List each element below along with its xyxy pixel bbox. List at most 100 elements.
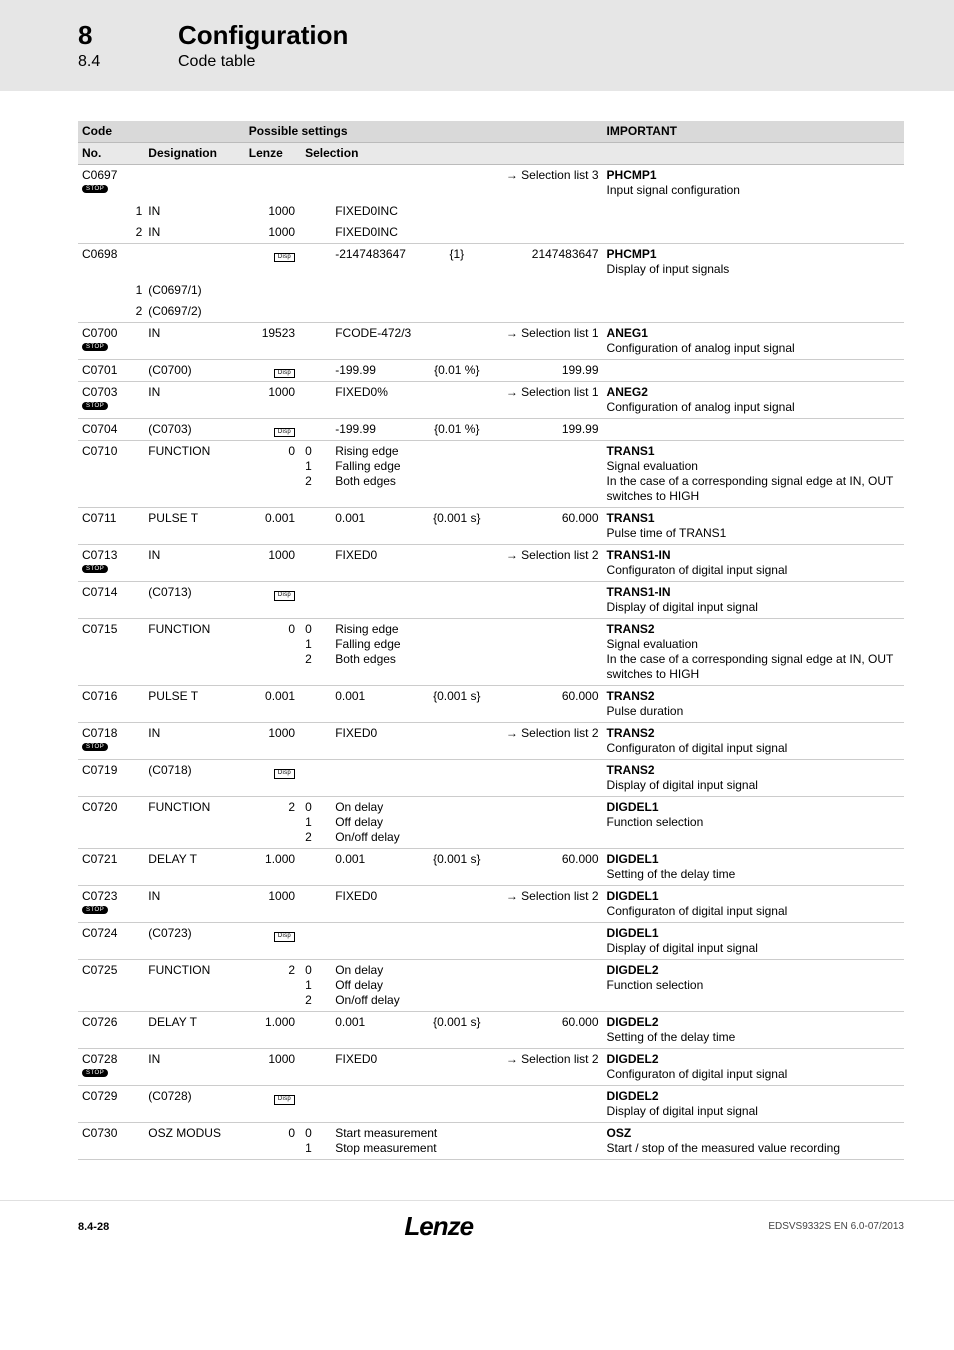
disp-icon: Disp — [274, 932, 295, 941]
cell-sel3: {0.001 s} — [422, 508, 492, 545]
cell-sel1 — [301, 1012, 331, 1049]
page-footer: 8.4-28 Lenze EDSVS9332S EN 6.0-07/2013 — [0, 1200, 954, 1262]
cell-lenze: 0 — [245, 619, 301, 686]
cell-no: C0718STOP — [78, 723, 128, 760]
cell-sel3 — [422, 323, 492, 360]
cell-sel1 — [301, 582, 331, 619]
cell-sel2: FIXED0 — [331, 545, 421, 582]
cell-subindex — [128, 923, 144, 960]
cell-important — [603, 301, 904, 323]
cell-lenze — [245, 165, 301, 202]
cell-sel4: → Selection list 2 — [492, 723, 603, 760]
cell-important: TRANS2Signal evaluationIn the case of a … — [603, 619, 904, 686]
table-row: C0730OSZ MODUS001Start measurementStop m… — [78, 1123, 904, 1160]
cell-designation: (C0713) — [144, 582, 245, 619]
cell-important: TRANS1Signal evaluationIn the case of a … — [603, 441, 904, 508]
cell-subindex — [128, 619, 144, 686]
cell-no: C0730 — [78, 1123, 128, 1160]
cell-sel4: 60.000 — [492, 686, 603, 723]
cell-sel-text: On delayOff delayOn/off delay — [331, 797, 602, 849]
cell-important: PHCMP1Input signal configuration — [603, 165, 904, 202]
cell-sel2 — [331, 165, 421, 202]
cell-important: DIGDEL2Setting of the delay time — [603, 1012, 904, 1049]
cell-subindex — [128, 686, 144, 723]
col-no: No. — [78, 143, 144, 165]
cell-lenze: Disp — [245, 419, 301, 441]
cell-no — [78, 301, 128, 323]
cell-sel1 — [301, 508, 331, 545]
cell-sel2: FIXED0INC — [331, 201, 421, 222]
cell-designation: IN — [144, 222, 245, 244]
cell-no — [78, 222, 128, 244]
cell-sel1 — [301, 723, 331, 760]
cell-important: TRANS2Display of digital input signal — [603, 760, 904, 797]
table-row: C0711PULSE T0.0010.001{0.001 s}60.000TRA… — [78, 508, 904, 545]
cell-sel1 — [301, 323, 331, 360]
table-row: C0720FUNCTION2012On delayOff delayOn/off… — [78, 797, 904, 849]
cell-subindex — [128, 797, 144, 849]
cell-important: OSZStart / stop of the measured value re… — [603, 1123, 904, 1160]
cell-sel1 — [301, 1086, 331, 1123]
cell-important: DIGDEL1Setting of the delay time — [603, 849, 904, 886]
cell-no: C0698 — [78, 244, 128, 281]
col-important: IMPORTANT — [603, 121, 904, 143]
col-possible: Possible settings — [245, 121, 603, 143]
cell-sel3 — [422, 723, 492, 760]
cell-sel4: 199.99 — [492, 419, 603, 441]
cell-sel2: -2147483647 — [331, 244, 421, 281]
disp-icon: Disp — [274, 428, 295, 437]
cell-important: ANEG2Configuration of analog input signa… — [603, 382, 904, 419]
stop-icon: STOP — [82, 402, 108, 410]
cell-lenze: 1000 — [245, 222, 301, 244]
cell-no: C0725 — [78, 960, 128, 1012]
disp-icon: Disp — [274, 1095, 295, 1104]
cell-no: C0710 — [78, 441, 128, 508]
cell-no: C0719 — [78, 760, 128, 797]
cell-lenze: Disp — [245, 582, 301, 619]
cell-subindex — [128, 960, 144, 1012]
cell-designation: (C0723) — [144, 923, 245, 960]
cell-sel4 — [492, 923, 603, 960]
cell-lenze: 2 — [245, 960, 301, 1012]
table-row: C0721DELAY T1.0000.001{0.001 s}60.000DIG… — [78, 849, 904, 886]
cell-sel3 — [422, 382, 492, 419]
table-row: C0719(C0718)DispTRANS2Display of digital… — [78, 760, 904, 797]
cell-designation: PULSE T — [144, 508, 245, 545]
cell-sel1 — [301, 244, 331, 281]
cell-sel3: {0.001 s} — [422, 849, 492, 886]
cell-important: TRANS1-INConfiguraton of digital input s… — [603, 545, 904, 582]
cell-sel2: FIXED0 — [331, 1049, 421, 1086]
cell-sel1 — [301, 923, 331, 960]
col-lenze: Lenze — [245, 143, 301, 165]
cell-sel3 — [422, 923, 492, 960]
section-number: 8 — [78, 20, 178, 51]
cell-sel2: FIXED0 — [331, 886, 421, 923]
cell-sel1 — [301, 686, 331, 723]
cell-no: C0729 — [78, 1086, 128, 1123]
cell-sel3 — [422, 201, 492, 222]
cell-sel-text: Rising edgeFalling edgeBoth edges — [331, 619, 602, 686]
stop-icon: STOP — [82, 565, 108, 573]
cell-no: C0714 — [78, 582, 128, 619]
cell-subindex — [128, 849, 144, 886]
cell-sel-idx: 012 — [301, 797, 331, 849]
stop-icon: STOP — [82, 1069, 108, 1077]
cell-sel1 — [301, 419, 331, 441]
cell-sel2: 0.001 — [331, 686, 421, 723]
cell-designation: FUNCTION — [144, 797, 245, 849]
cell-important: DIGDEL2Display of digital input signal — [603, 1086, 904, 1123]
table-row: C0728STOPIN1000FIXED0→ Selection list 2D… — [78, 1049, 904, 1086]
cell-important: PHCMP1Display of input signals — [603, 244, 904, 281]
cell-important: TRANS2Configuraton of digital input sign… — [603, 723, 904, 760]
cell-subindex: 1 — [128, 201, 144, 222]
cell-subindex — [128, 760, 144, 797]
cell-sel4: 199.99 — [492, 360, 603, 382]
cell-designation: IN — [144, 201, 245, 222]
cell-lenze: 1000 — [245, 886, 301, 923]
cell-sel2: -199.99 — [331, 419, 421, 441]
cell-sel1 — [301, 886, 331, 923]
cell-lenze: 1000 — [245, 201, 301, 222]
cell-no — [78, 280, 128, 301]
cell-sel4: → Selection list 1 — [492, 382, 603, 419]
cell-designation: OSZ MODUS — [144, 1123, 245, 1160]
